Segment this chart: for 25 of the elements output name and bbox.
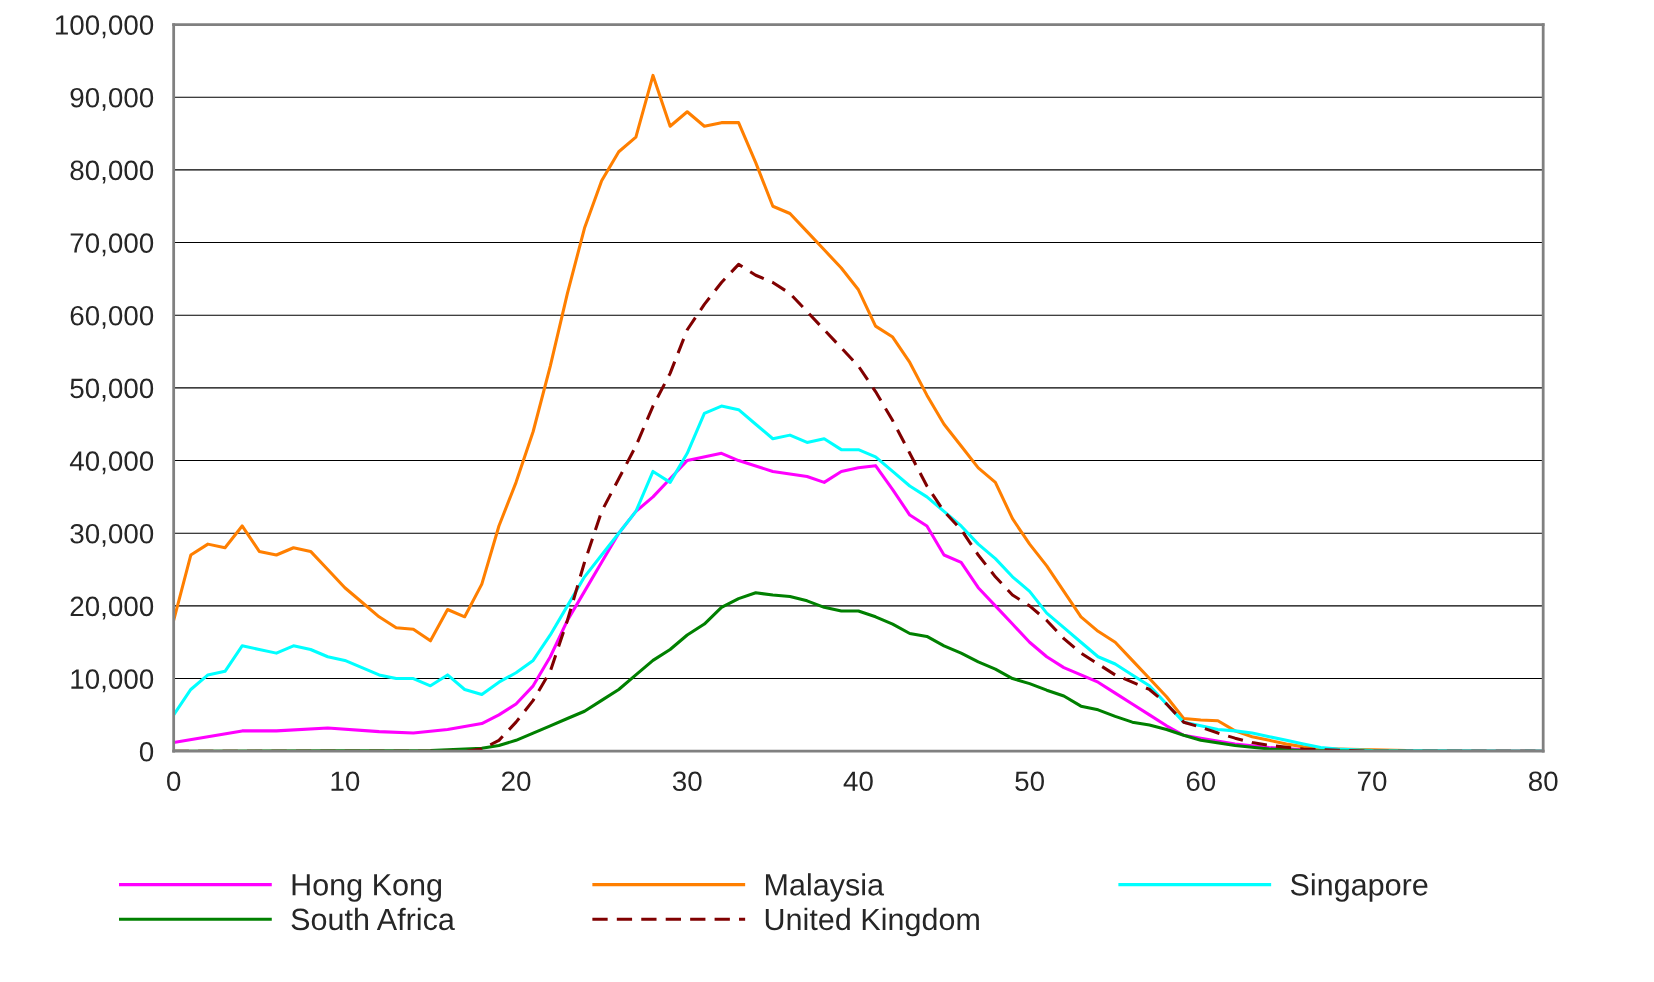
y-tick-label: 100,000 xyxy=(55,15,154,39)
x-tick-label: 30 xyxy=(672,771,702,792)
x-tick-label: 10 xyxy=(331,771,360,792)
y-tick-label: 0 xyxy=(139,741,154,762)
y-tick-label: 30,000 xyxy=(70,523,154,547)
legend-label: South Africa xyxy=(291,907,455,931)
x-tick-label: 80 xyxy=(1528,771,1558,792)
x-tick-label: 0 xyxy=(167,771,181,792)
y-tick-label: 50,000 xyxy=(70,378,154,402)
y-tick-label: 80,000 xyxy=(70,160,154,184)
y-tick-label: 70,000 xyxy=(70,233,154,257)
legend-label: Singapore xyxy=(1290,873,1428,902)
x-tick-label: 60 xyxy=(1186,771,1216,792)
y-tick-label: 20,000 xyxy=(70,596,154,620)
y-tick-label: 90,000 xyxy=(70,87,154,111)
x-tick-label: 70 xyxy=(1357,771,1387,792)
x-tick-label: 20 xyxy=(502,771,531,792)
x-tick-label: 50 xyxy=(1015,771,1044,792)
x-tick-label: 40 xyxy=(843,771,873,792)
legend-label: Hong Kong xyxy=(292,874,442,902)
y-tick-label: 40,000 xyxy=(69,451,154,475)
y-tick-label: 10,000 xyxy=(71,669,154,693)
y-tick-label: 60,000 xyxy=(70,305,154,329)
legend-label: United Kingdom xyxy=(765,907,979,937)
legend-label: Malaysia xyxy=(765,873,885,902)
